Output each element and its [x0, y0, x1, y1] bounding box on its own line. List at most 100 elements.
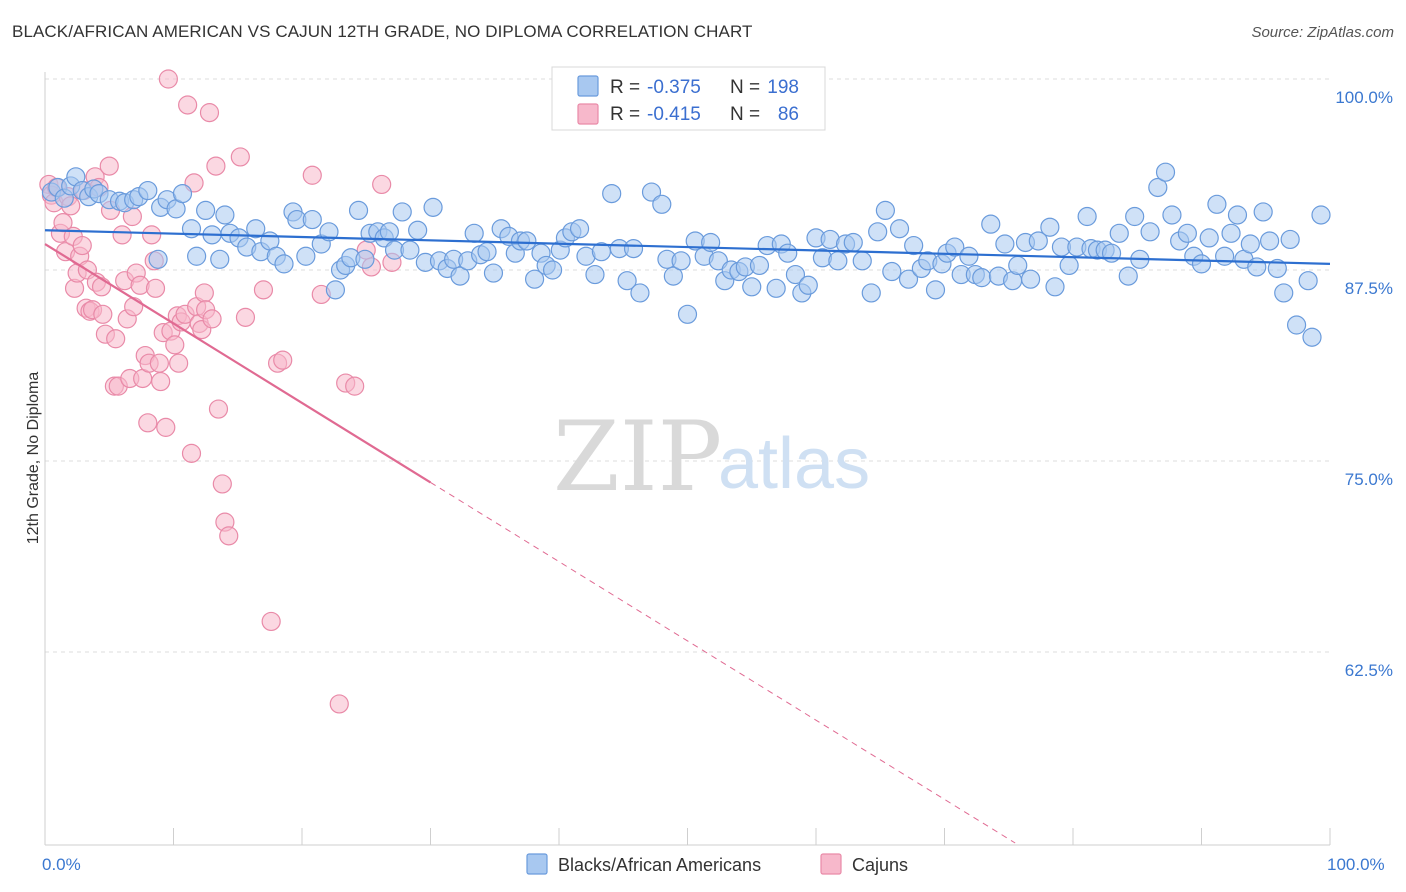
point-blacks: [1240, 234, 1260, 254]
point-blacks: [569, 219, 590, 239]
y-tick-label: 75.0%: [1345, 470, 1393, 489]
point-blacks: [1247, 257, 1267, 277]
point-blacks: [196, 200, 216, 221]
point-cajuns: [165, 335, 185, 355]
point-blacks: [617, 271, 637, 291]
point-blacks: [889, 219, 910, 239]
point-blacks: [1253, 202, 1273, 222]
point-cajuns: [212, 474, 232, 494]
point-blacks: [766, 278, 786, 298]
point-blacks: [671, 251, 691, 271]
point-blacks: [477, 242, 497, 262]
legend-r-label-blacks: R =: [610, 77, 640, 98]
point-cajuns: [199, 103, 220, 123]
point-cajuns: [151, 371, 171, 392]
point-blacks: [1125, 206, 1145, 227]
legend-swatch-blacks: [577, 75, 599, 97]
point-blacks: [861, 283, 881, 303]
point-blacks: [392, 202, 412, 222]
point-blacks: [187, 246, 207, 266]
point-cajuns: [138, 413, 158, 433]
series-blacks-points: [41, 162, 1331, 347]
point-blacks: [843, 232, 863, 253]
series-cajuns-points: [39, 69, 402, 714]
point-cajuns: [145, 278, 166, 298]
point-blacks: [868, 222, 888, 242]
legend-r-value-blacks: -0.375: [647, 77, 701, 98]
point-blacks: [215, 205, 235, 225]
point-blacks: [778, 243, 798, 263]
point-blacks: [1118, 266, 1138, 286]
point-blacks: [898, 269, 919, 289]
point-cajuns: [219, 526, 239, 546]
point-blacks: [677, 304, 698, 324]
point-blacks: [602, 184, 622, 204]
point-cajuns: [261, 611, 281, 632]
point-blacks: [302, 209, 322, 230]
point-blacks: [483, 263, 504, 283]
x-ticks: [44, 828, 1331, 845]
trend-lines: [44, 229, 1331, 844]
point-blacks: [852, 251, 872, 271]
point-cajuns: [202, 309, 222, 329]
point-cajuns: [158, 69, 178, 89]
point-cajuns: [208, 399, 229, 419]
point-blacks: [1274, 283, 1294, 303]
series-legend-label-blacks: Blacks/African Americans: [558, 855, 761, 875]
legend-r-label-cajuns: R =: [610, 104, 640, 125]
point-cajuns: [273, 350, 293, 370]
point-blacks: [1155, 162, 1176, 182]
point-cajuns: [93, 304, 113, 324]
y-tick-label: 62.5%: [1345, 661, 1393, 680]
point-cajuns: [169, 353, 189, 373]
y-tick-label: 100.0%: [1335, 88, 1393, 107]
point-blacks: [641, 182, 662, 202]
point-blacks: [785, 264, 806, 285]
point-blacks: [524, 269, 545, 289]
point-blacks: [1040, 217, 1060, 237]
point-blacks: [464, 223, 484, 243]
point-cajuns: [178, 95, 198, 115]
trend-line-cajuns-extrapolated: [430, 481, 1016, 844]
point-blacks: [274, 254, 294, 274]
y-axis-label: 12th Grade, No Diploma: [25, 372, 42, 545]
point-blacks: [1101, 243, 1122, 263]
point-blacks: [1177, 223, 1197, 243]
point-blacks: [1191, 254, 1212, 274]
point-cajuns: [345, 376, 365, 396]
point-blacks: [348, 200, 369, 221]
point-blacks: [828, 251, 848, 271]
point-cajuns: [72, 235, 92, 256]
series-legend-label-cajuns: Cajuns: [852, 855, 908, 875]
point-blacks: [423, 197, 443, 217]
point-blacks: [623, 239, 644, 259]
point-cajuns: [149, 353, 169, 373]
point-blacks: [1109, 223, 1129, 243]
x-tick-label-max: 100.0%: [1327, 855, 1385, 874]
point-blacks: [663, 266, 683, 286]
watermark-atlas: atlas: [718, 424, 870, 504]
point-blacks: [1028, 231, 1048, 251]
point-cajuns: [253, 280, 274, 300]
legend-n-value-blacks: 198: [767, 77, 799, 98]
point-blacks: [585, 264, 605, 285]
point-blacks: [652, 194, 672, 214]
point-blacks: [296, 246, 316, 266]
series-legend: Blacks/African Americans Cajuns: [526, 853, 908, 875]
point-blacks: [1227, 205, 1248, 225]
point-blacks: [172, 184, 193, 204]
point-blacks: [408, 220, 428, 240]
point-blacks: [925, 280, 946, 300]
point-blacks: [379, 222, 399, 242]
point-blacks: [798, 275, 818, 295]
point-blacks: [1302, 327, 1322, 347]
point-blacks: [1077, 206, 1097, 227]
watermark: ZIP atlas: [553, 401, 870, 513]
point-blacks: [1260, 231, 1280, 251]
point-blacks: [210, 249, 230, 269]
point-cajuns: [106, 329, 126, 349]
point-blacks: [138, 180, 158, 201]
point-blacks: [959, 246, 979, 266]
legend-n-label-cajuns: N =: [730, 104, 760, 125]
